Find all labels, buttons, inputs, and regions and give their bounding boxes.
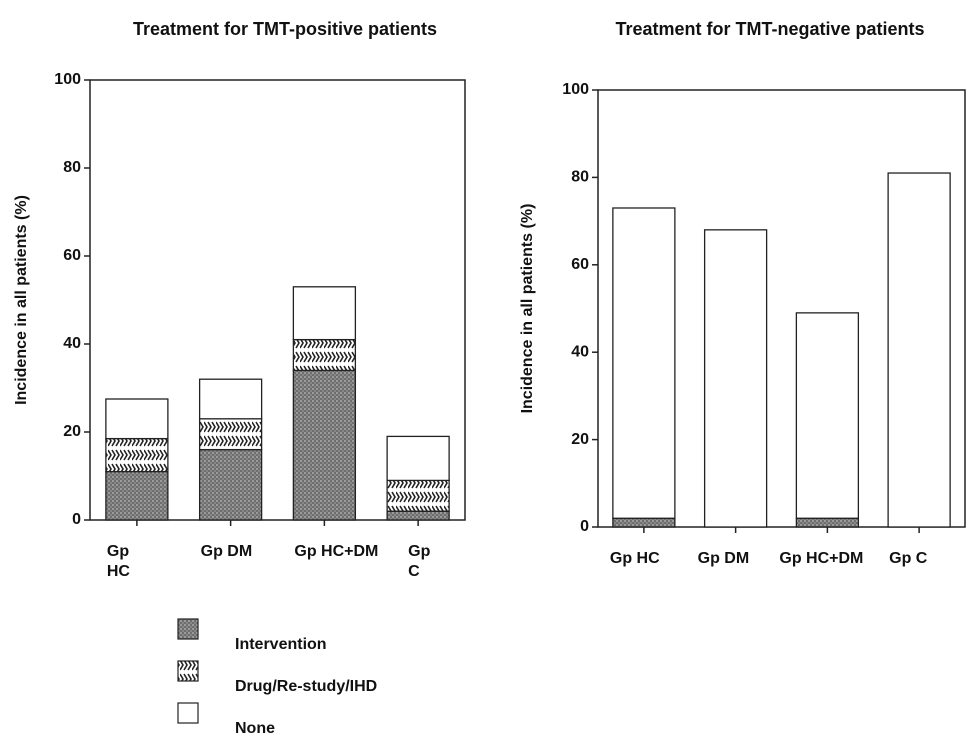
bar-segment: [198, 418, 263, 451]
y-tick-label: 40: [63, 335, 81, 352]
bar-segment: [198, 378, 263, 420]
chart-title: Treatment for TMT-negative patients: [615, 19, 924, 39]
legend-swatch: [177, 660, 199, 682]
chart-title: Treatment for TMT-positive patients: [133, 19, 437, 39]
y-tick-label: 80: [63, 159, 81, 176]
bar-segment: [703, 229, 768, 528]
y-axis-label: Incidence in all patients (%): [13, 195, 30, 405]
x-tick-label: Gp HC: [106, 543, 130, 580]
legend-swatch: [177, 702, 199, 724]
bar-segment: [795, 517, 860, 528]
y-tick-label: 0: [580, 518, 589, 535]
bar-segment: [887, 172, 951, 528]
y-tick-label: 40: [571, 343, 589, 360]
x-tick-label: Gp HC+DM: [779, 550, 864, 567]
x-tick-label: Gp DM: [697, 550, 750, 567]
bar-segment: [386, 435, 450, 482]
x-tick-label: Gp HC: [609, 550, 660, 567]
x-tick-label: Gp C: [889, 550, 928, 567]
plot-frame: [597, 89, 966, 528]
bar-segment: [795, 312, 860, 519]
x-tick-label: Gp C: [408, 543, 431, 580]
bar-segment: [612, 517, 676, 528]
bar-segment: [292, 369, 357, 521]
x-tick-label: Gp DM: [200, 543, 253, 560]
bar-segment: [386, 479, 450, 512]
y-tick-label: 20: [571, 431, 589, 448]
y-tick-label: 20: [63, 423, 81, 440]
y-tick-label: 60: [63, 247, 81, 264]
y-tick-label: 80: [571, 169, 589, 186]
bar-segment: [386, 510, 450, 521]
x-tick-label: Gp HC+DM: [294, 543, 379, 560]
y-tick-label: 60: [571, 256, 589, 273]
bar-segment: [292, 286, 357, 341]
bar-segment: [198, 448, 263, 521]
legend-label: None: [235, 720, 275, 737]
y-axis-label: Incidence in all patients (%): [519, 204, 536, 414]
plot-frame: [89, 79, 466, 521]
y-tick-label: 100: [562, 81, 589, 98]
y-tick-label: 100: [54, 71, 81, 88]
legend-swatch: [177, 618, 199, 640]
bar-segment: [105, 470, 169, 521]
legend-label: Intervention: [235, 636, 327, 653]
y-tick-label: 0: [72, 511, 81, 528]
bar-segment: [105, 398, 169, 440]
legend-label: Drug/Re-study/IHD: [235, 678, 377, 695]
bar-segment: [105, 437, 169, 473]
bar-segment: [612, 207, 676, 519]
bar-segment: [292, 338, 357, 372]
